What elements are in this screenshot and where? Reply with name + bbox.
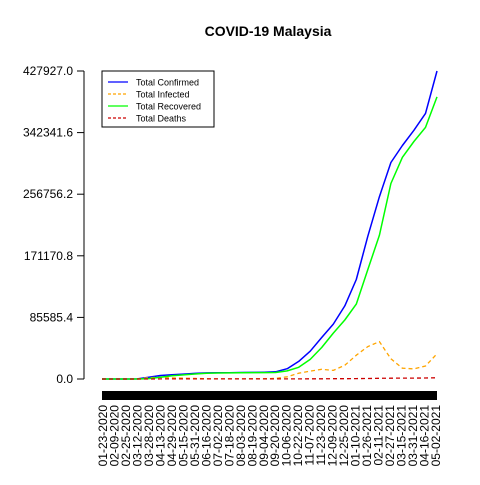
y-tick-label: 85585.4 <box>30 310 74 324</box>
x-tick-label: 03-31-2021 <box>406 405 420 467</box>
legend-label: Total Deaths <box>136 114 187 124</box>
legend-label: Total Recovered <box>136 102 201 112</box>
y-tick-label: 342341.6 <box>23 126 73 140</box>
x-tick-label: 05-02-2021 <box>429 405 443 467</box>
x-tick-label: 03-12-2020 <box>130 405 144 467</box>
x-tick-label: 07-18-2020 <box>222 405 236 467</box>
legend: Total Confirmed Total Infected Total Recov… <box>101 70 215 128</box>
x-tick-label: 09-20-2020 <box>268 405 282 467</box>
x-tick-label: 09-04-2020 <box>257 405 271 467</box>
x-tick-label: 04-16-2021 <box>418 405 432 467</box>
chart-title: COVID-19 Malaysia <box>205 23 332 39</box>
x-tick-label: 03-28-2020 <box>142 405 156 467</box>
x-tick-label: 06-16-2020 <box>199 405 213 467</box>
x-tick-label: 05-31-2020 <box>188 405 202 467</box>
y-tick-label: 256756.2 <box>23 187 73 201</box>
x-tick-band <box>102 391 437 400</box>
y-axis: 0.0 85585.4 171170.8 256756.2 342341.6 427927… <box>23 64 85 386</box>
x-tick-label: 08-19-2020 <box>245 405 259 467</box>
series-line-total-infected <box>102 340 438 380</box>
x-tick-label: 02-09-2020 <box>107 405 121 467</box>
x-tick-label: 11-23-2020 <box>314 405 328 466</box>
series-line-total-deaths <box>102 377 438 380</box>
x-tick-label: 04-13-2020 <box>153 405 167 467</box>
y-tick-label: 171170.8 <box>24 249 73 263</box>
x-tick-label: 04-29-2020 <box>165 405 179 467</box>
x-tick-label: 03-15-2021 <box>395 405 409 467</box>
x-tick-label: 01-26-2021 <box>360 405 374 467</box>
x-tick-label: 11-07-2020 <box>303 405 317 466</box>
x-tick-label: 05-15-2020 <box>176 405 190 467</box>
x-tick-label: 07-02-2020 <box>211 405 225 467</box>
legend-label: Total Confirmed <box>136 78 199 88</box>
x-tick-label: 02-25-2020 <box>119 405 133 467</box>
x-tick-label: 12-09-2020 <box>326 405 340 467</box>
y-tick-label: 427927.0 <box>23 64 73 78</box>
x-tick-label: 12-25-2020 <box>337 405 351 467</box>
plot-lines <box>102 70 438 380</box>
x-tick-label: 10-22-2020 <box>291 405 305 467</box>
legend-label: Total Infected <box>136 90 190 100</box>
x-axis: 01-23-202002-09-202002-25-202003-12-2020… <box>96 391 443 466</box>
x-tick-label: 02-11-2021 <box>372 405 386 466</box>
series-line-total-recovered <box>102 96 438 380</box>
x-tick-label: 10-06-2020 <box>280 405 294 467</box>
x-tick-label: 01-10-2021 <box>349 405 363 467</box>
x-tick-label: 01-23-2020 <box>96 405 110 467</box>
x-tick-label: 02-27-2021 <box>383 405 397 467</box>
y-tick-label: 0.0 <box>56 372 73 386</box>
x-tick-label: 08-03-2020 <box>234 405 248 467</box>
